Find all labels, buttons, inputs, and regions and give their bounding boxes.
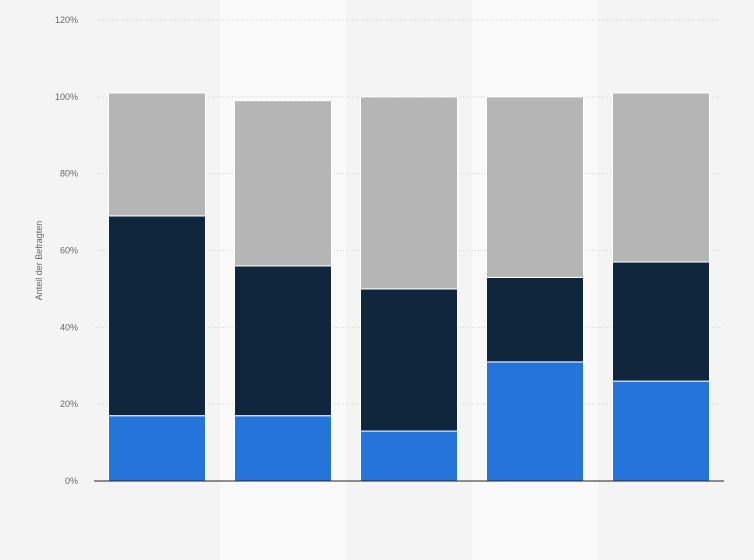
bar-3-segment-1[interactable]: [359, 430, 459, 482]
bar-1-segment-1[interactable]: [107, 415, 207, 482]
bar-3-segment-2[interactable]: [359, 288, 459, 432]
bar-2-segment-3[interactable]: [233, 100, 333, 267]
bar-5-segment-1[interactable]: [611, 380, 711, 482]
bar-4-segment-3[interactable]: [485, 96, 585, 278]
bar-2-segment-2[interactable]: [233, 265, 333, 417]
y-axis-title: Anteil der Befragten: [34, 221, 44, 301]
y-tick-label-80: 80%: [60, 169, 78, 179]
bar-5-segment-2[interactable]: [611, 261, 711, 382]
y-tick-label-20: 20%: [60, 399, 78, 409]
bar-4-segment-2[interactable]: [485, 276, 585, 363]
y-tick-label-100: 100%: [55, 92, 78, 102]
bar-5-segment-3[interactable]: [611, 92, 711, 263]
bar-2-segment-1[interactable]: [233, 415, 333, 482]
y-tick-label-120: 120%: [55, 15, 78, 25]
bar-1-segment-2[interactable]: [107, 215, 207, 417]
y-tick-labels: 0% 20% 40% 60% 80% 100% 120%: [55, 15, 78, 486]
y-tick-label-40: 40%: [60, 322, 78, 332]
bar-3-segment-3[interactable]: [359, 96, 459, 290]
bar-4-segment-1[interactable]: [485, 361, 585, 482]
y-tick-label-60: 60%: [60, 246, 78, 256]
bar-1-segment-3[interactable]: [107, 92, 207, 217]
y-tick-label-0: 0%: [65, 476, 78, 486]
bars-layer: [107, 92, 711, 482]
